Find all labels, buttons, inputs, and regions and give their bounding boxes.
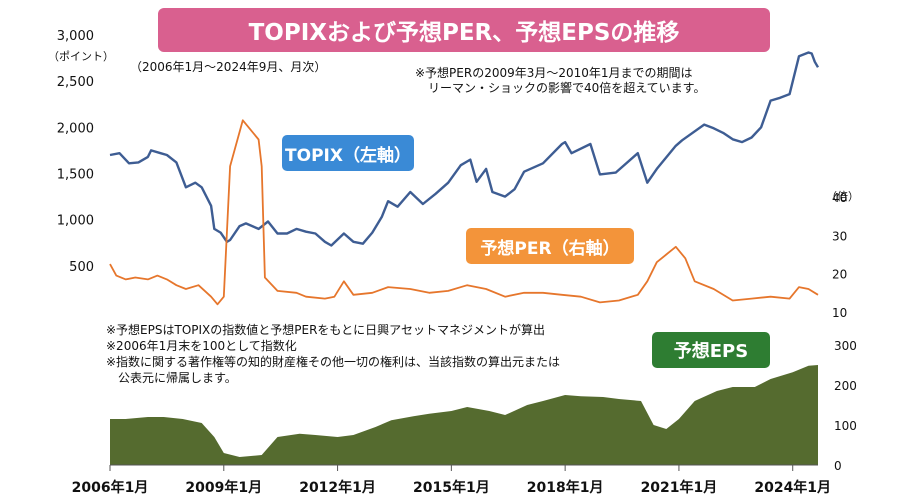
topix-line — [109, 51, 820, 247]
x-axis-tick: 2015年1月 — [413, 479, 490, 496]
eps-axis-tick: 100 — [834, 419, 857, 433]
left-axis-tick: 2,500 — [57, 75, 94, 90]
footnote-1: ※予想EPSはTOPIXの指数値と予想PERをもとに日興アセットマネジメントが算… — [106, 323, 545, 337]
left-axis-tick: 3,000 — [57, 29, 94, 44]
footnote-4: 公表元に帰属します。 — [106, 371, 237, 385]
left-axis-tick: 1,000 — [57, 214, 94, 229]
per-note-line-2: リーマン・ショックの影響で40倍を超えています。 — [428, 81, 706, 95]
eps-axis-tick: 300 — [834, 339, 857, 353]
eps-legend-label: 予想EPS — [652, 332, 770, 368]
per-axis-tick: 40 — [832, 191, 847, 205]
topix-legend-label: TOPIX（左軸） — [282, 135, 414, 171]
per-line — [109, 119, 819, 306]
per-axis-tick: 10 — [832, 306, 847, 320]
per-axis-tick: 20 — [832, 268, 847, 282]
x-axis-tick: 2009年1月 — [185, 479, 262, 496]
per-note-line-1: ※予想PERの2009年3月～2010年1月までの期間は — [415, 66, 693, 80]
left-axis-unit: （ポイント） — [48, 50, 114, 63]
eps-axis-tick: 200 — [834, 379, 857, 393]
per-legend-label: 予想PER（右軸） — [466, 228, 634, 264]
chart-subtitle: （2006年1月～2024年9月、月次） — [130, 60, 327, 74]
chart-title: TOPIXおよび予想PER、予想EPSの推移 — [158, 8, 770, 52]
x-axis-tick: 2024年1月 — [754, 479, 831, 496]
x-axis-tick: 2021年1月 — [641, 479, 718, 496]
per-axis-unit: （倍） — [826, 189, 859, 203]
per-axis-tick: 30 — [832, 229, 847, 243]
footnote-2: ※2006年1月末を100として指数化 — [106, 339, 297, 353]
left-axis-tick: 1,500 — [57, 168, 94, 183]
left-axis-tick: 500 — [69, 260, 94, 275]
eps-axis-tick: 0 — [834, 459, 842, 473]
footnote-3: ※指数に関する著作権等の知的財産権その他一切の権利は、当該指数の算出元または — [106, 355, 561, 369]
x-axis-tick: 2018年1月 — [527, 479, 604, 496]
x-axis-tick: 2006年1月 — [72, 479, 149, 496]
eps-area — [110, 365, 818, 465]
left-axis-tick: 2,000 — [57, 121, 94, 136]
x-axis-tick: 2012年1月 — [299, 479, 376, 496]
